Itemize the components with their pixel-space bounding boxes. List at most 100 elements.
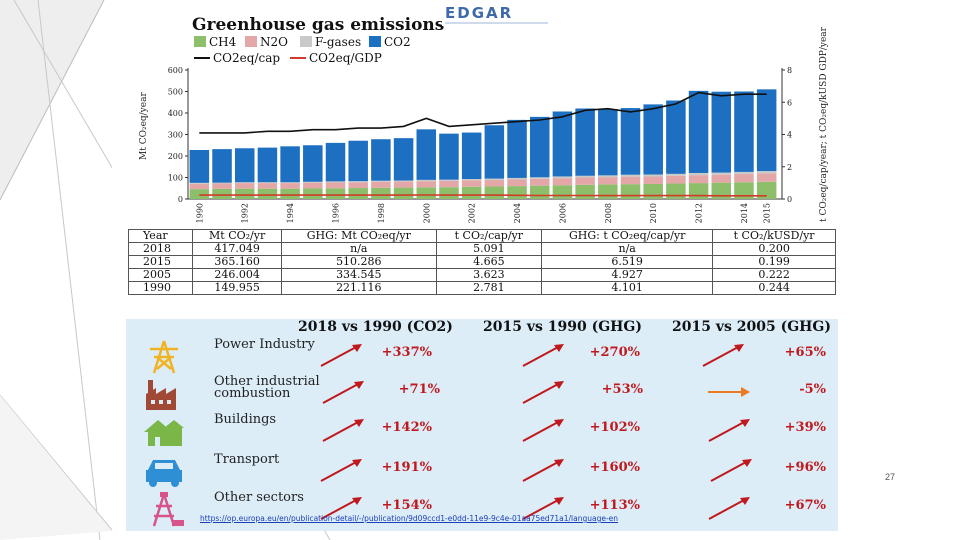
- bar-segment-f-gases: [598, 175, 618, 178]
- bar-segment-n2o: [643, 176, 663, 184]
- bar-segment-co2: [280, 146, 300, 183]
- table-cell: 417.049: [192, 242, 283, 256]
- bar-segment-f-gases: [688, 172, 709, 176]
- bar-segment-ch4: [734, 182, 754, 199]
- bar-segment-ch4: [416, 187, 437, 199]
- bar-segment-ch4: [439, 187, 459, 199]
- table-cell: 6.519: [541, 255, 714, 269]
- line-series-co2eq-cap: [199, 91, 767, 134]
- bar-segment-n2o: [666, 175, 686, 184]
- table-header-row: Year Mt CO₂/yr GHG: Mt CO₂eq/yr t CO₂/ca…: [127, 229, 836, 243]
- y-tick-label-left: 0: [178, 195, 183, 204]
- legend-fgases: F-gases: [315, 35, 361, 49]
- bar-segment-n2o: [529, 178, 550, 186]
- bar-segment-n2o: [393, 181, 414, 188]
- bar-segment-co2: [393, 138, 414, 181]
- x-tick-label: 2014: [740, 203, 749, 223]
- pct-value: +67%: [784, 498, 826, 513]
- bar-segment-f-gases: [461, 179, 482, 181]
- table-cell: 365.160: [192, 255, 283, 269]
- bar-segment-ch4: [371, 187, 391, 199]
- bar-segment-ch4: [325, 188, 346, 199]
- table-cell: 0.222: [712, 268, 836, 282]
- bar-segment-n2o: [756, 173, 777, 182]
- bar-segment-f-gases: [575, 175, 595, 178]
- line-series-co2eq-gdp: [199, 194, 767, 197]
- sector-comparison-panel: 2018 vs 1990 (CO2) 2015 vs 1990 (GHG) 20…: [126, 319, 838, 531]
- trend-up-arrow-icon: [702, 344, 744, 367]
- col-year: Year: [127, 229, 194, 243]
- y-tick-label-left: 500: [168, 88, 183, 97]
- x-tick-label: 2008: [604, 203, 613, 223]
- pct-value: +39%: [784, 420, 826, 435]
- bar-segment-co2: [325, 142, 346, 182]
- pct-value: +337%: [381, 345, 432, 360]
- bar-segment-f-gases: [325, 181, 346, 183]
- chart-plot-area: 0 100 200 300 400 500 600 0 2 4 6 8 1990 1992 1994 1996…: [168, 66, 792, 223]
- table-cell: 4.101: [541, 281, 714, 295]
- pct-value: +65%: [784, 345, 826, 360]
- bar-segment-f-gases: [257, 182, 278, 184]
- y-tick-label-right: 8: [787, 66, 792, 75]
- x-tick-label: 1996: [332, 203, 341, 223]
- trend-up-arrow-icon: [322, 381, 364, 404]
- source-link[interactable]: https://op.europa.eu/en/publication-deta…: [200, 514, 619, 523]
- bar-segment-ch4: [643, 183, 663, 199]
- bar-segment-n2o: [711, 174, 732, 183]
- bar-segment-f-gases: [371, 180, 391, 182]
- bar-segment-co2: [484, 125, 505, 179]
- bar-segment-n2o: [416, 181, 437, 188]
- bar-segment-co2: [461, 132, 482, 180]
- bar-segment-co2: [257, 147, 278, 183]
- bar-segment-ch4: [257, 188, 278, 199]
- bar-segment-n2o: [348, 182, 368, 189]
- y-tick-label-left: 400: [168, 109, 183, 118]
- car-icon: [146, 460, 182, 487]
- legend-co2eq-gdp: CO2eq/GDP: [309, 51, 382, 65]
- bar-segment-f-gases: [393, 180, 414, 182]
- col-ghg-t-cap: GHG: t CO₂eq/cap/yr: [541, 229, 714, 243]
- bar-segment-n2o: [552, 178, 573, 186]
- sector-label: Other industrial combustion: [214, 374, 320, 401]
- bar-segment-n2o: [620, 176, 641, 185]
- header-2018-vs-1990: 2018 vs 1990 (CO2): [298, 319, 453, 335]
- table-cell: 2.781: [435, 281, 543, 295]
- bar-segment-co2: [529, 116, 550, 178]
- bar-segment-ch4: [484, 186, 505, 199]
- trend-up-arrow-icon: [522, 419, 564, 442]
- bar-segment-f-gases: [303, 181, 323, 183]
- bar-segment-co2: [666, 100, 686, 174]
- bar-segment-n2o: [575, 177, 595, 185]
- bar-segment-f-gases: [439, 179, 459, 181]
- x-tick-label: 1998: [377, 203, 386, 223]
- trend-up-arrow-icon: [322, 419, 364, 442]
- bar-segment-n2o: [234, 183, 255, 189]
- trend-up-arrow-icon: [522, 381, 564, 404]
- legend-ch4: CH4: [209, 35, 237, 49]
- table-cell: 1990: [127, 281, 194, 295]
- bar-segment-co2: [575, 108, 595, 176]
- bar-segment-f-gases: [189, 182, 210, 184]
- sector-label: Buildings: [214, 412, 277, 427]
- pct-value: +113%: [589, 498, 640, 513]
- bar-segment-n2o: [371, 181, 391, 188]
- table-cell: 4.927: [541, 268, 714, 282]
- bar-segment-n2o: [439, 180, 459, 188]
- pct-value: -5%: [799, 382, 826, 397]
- pct-value: +270%: [589, 345, 640, 360]
- chart-title: Greenhouse gas emissions: [192, 15, 444, 35]
- legend-co2eq-cap: CO2eq/cap: [213, 51, 280, 65]
- table-cell: 221.116: [281, 281, 437, 295]
- bar-segment-ch4: [552, 185, 573, 199]
- bar-segment-f-gases: [416, 179, 437, 182]
- y-tick-label-left: 100: [168, 174, 183, 183]
- bar-segment-n2o: [189, 183, 210, 190]
- table-cell: 510.286: [281, 255, 437, 269]
- pct-value: +191%: [381, 460, 432, 475]
- bar-segment-n2o: [303, 182, 323, 189]
- y-tick-label-left: 600: [168, 66, 183, 75]
- bar-segment-n2o: [325, 182, 346, 189]
- edgar-logo: EDGAR: [442, 4, 550, 26]
- bar-segment-n2o: [598, 177, 618, 185]
